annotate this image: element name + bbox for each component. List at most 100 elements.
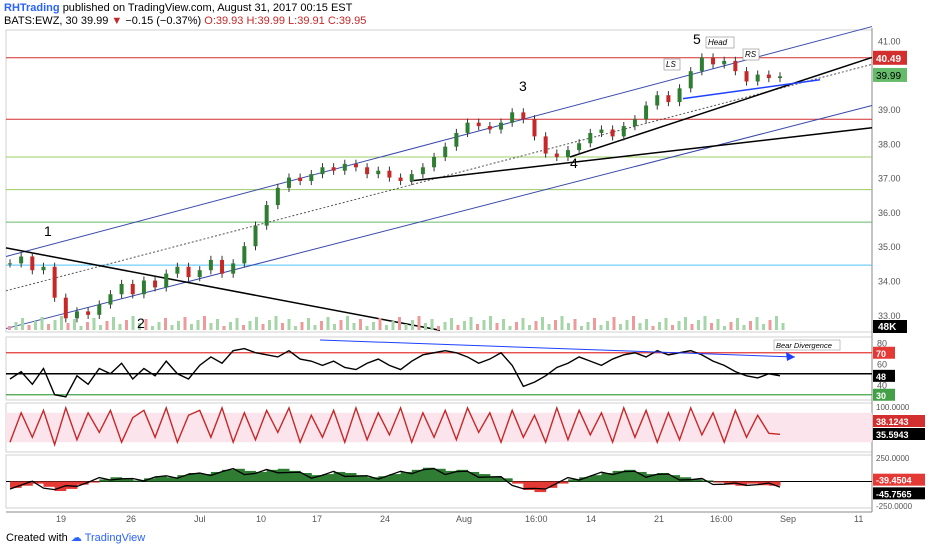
volume-bar xyxy=(541,317,544,330)
osc-area-bar xyxy=(378,476,390,482)
pane-border-0 xyxy=(5,29,873,333)
candle-body xyxy=(532,119,537,137)
volume-bar xyxy=(294,326,297,330)
candle-body xyxy=(19,256,24,264)
symbol-line: BATS:EWZ, 30 39.99 ▼ −0.15 (−0.37%) O:39… xyxy=(4,15,366,27)
osc-area-bar xyxy=(322,474,335,482)
volume-bar xyxy=(222,326,226,330)
time-tick-label: Sep xyxy=(780,514,796,524)
volume-bar xyxy=(716,319,720,330)
osc-area-bar xyxy=(311,475,323,482)
volume-bar xyxy=(469,317,473,330)
osc-area-bar xyxy=(657,473,669,482)
osc-area-bar xyxy=(143,478,156,482)
osc-area-bar xyxy=(88,481,100,483)
osc-area-bar xyxy=(389,474,402,482)
volume-bar xyxy=(125,320,128,330)
candle-body xyxy=(711,57,716,65)
candle-body xyxy=(543,136,548,154)
volume-bar xyxy=(34,321,37,330)
pane-border-1 xyxy=(5,336,873,401)
time-tick-label: 24 xyxy=(380,514,390,524)
price-tick-label: 33.00 xyxy=(878,311,901,321)
volume-bar xyxy=(482,320,486,330)
candle-body xyxy=(588,132,593,144)
uptrend-line xyxy=(569,56,873,158)
volume-bar xyxy=(242,325,245,330)
rsi-tick-box-48 xyxy=(873,369,895,382)
price-tick-label: 34.00 xyxy=(878,277,901,287)
candle-body xyxy=(298,177,303,181)
volume-bar xyxy=(73,319,76,330)
candle-body xyxy=(443,146,448,157)
volume-label: 48K xyxy=(878,322,897,333)
candle-body xyxy=(554,153,559,157)
last-price-label-box xyxy=(873,67,907,82)
volume-bar xyxy=(346,316,349,330)
volume-bar xyxy=(391,321,395,330)
osc-tick-label: -39.4504 xyxy=(876,476,912,486)
publisher-line: RHTrading published on TradingView.com, … xyxy=(4,2,352,14)
osc-area-bar xyxy=(367,477,379,482)
volume-bar xyxy=(255,317,258,330)
osc-area-bar xyxy=(489,476,502,482)
osc-val-box-2 xyxy=(873,487,925,500)
volume-bar xyxy=(593,318,596,330)
volume-bar xyxy=(339,320,343,330)
osc-area-bar xyxy=(344,473,357,482)
time-tick-label: 14 xyxy=(586,514,596,524)
channel-mid xyxy=(5,63,873,292)
candle-body xyxy=(398,177,403,181)
osc-area-bar xyxy=(668,475,681,482)
volume-bar xyxy=(671,325,674,330)
volume-bar xyxy=(463,321,466,330)
candle-body xyxy=(744,71,749,82)
osc-area-bar xyxy=(288,470,301,482)
volume-bar xyxy=(684,317,687,330)
osc-area-bar xyxy=(32,481,44,484)
volume-bar xyxy=(235,318,239,330)
osc-area-bar xyxy=(612,470,625,482)
pattern-label-ls: LS xyxy=(666,60,676,69)
brand-name[interactable]: RHTrading xyxy=(4,2,60,14)
volume-bar xyxy=(430,319,434,330)
volume-bar xyxy=(606,321,609,330)
volume-bar xyxy=(261,324,265,330)
osc-area-bar xyxy=(233,468,245,482)
volume-bar xyxy=(196,320,200,330)
chart-area[interactable]: 41.0040.0039.0038.0037.0036.0035.0034.00… xyxy=(0,0,932,528)
tradingview-link[interactable]: TradingView xyxy=(84,532,146,544)
volume-bar xyxy=(14,322,18,330)
osc-area-bar xyxy=(333,471,346,482)
volume-bar xyxy=(528,325,531,330)
volume-bar xyxy=(170,325,174,330)
candle-body xyxy=(632,119,637,127)
volume-bar xyxy=(450,318,453,330)
wave-label-2: 2 xyxy=(137,315,145,331)
candle-body xyxy=(342,163,347,171)
osc-area-bar xyxy=(713,481,725,483)
candle-body xyxy=(733,60,738,72)
volume-bar xyxy=(287,319,291,330)
volume-bar xyxy=(8,326,11,330)
osc-area-bar xyxy=(512,481,524,484)
osc-area-bar xyxy=(523,481,535,490)
volume-bar xyxy=(248,321,252,330)
candle-body xyxy=(30,256,35,271)
candle-body xyxy=(220,259,225,274)
downtrend-line xyxy=(5,247,441,332)
volume-bar xyxy=(677,321,681,330)
time-tick-label: 11 xyxy=(854,514,863,524)
candle-body xyxy=(577,143,582,151)
pattern-box-0 xyxy=(663,58,681,71)
candle-body xyxy=(454,132,459,147)
volume-bar xyxy=(79,326,83,330)
tradingview-logo-icon: ☁ xyxy=(70,532,82,544)
volume-bar xyxy=(658,322,661,330)
volume-bar xyxy=(378,318,382,330)
osc-area-bar xyxy=(155,476,167,482)
osc-area-bar xyxy=(166,477,178,482)
volume-bar xyxy=(404,324,408,330)
osc-area-bar xyxy=(255,471,268,482)
volume-bar xyxy=(131,316,135,330)
